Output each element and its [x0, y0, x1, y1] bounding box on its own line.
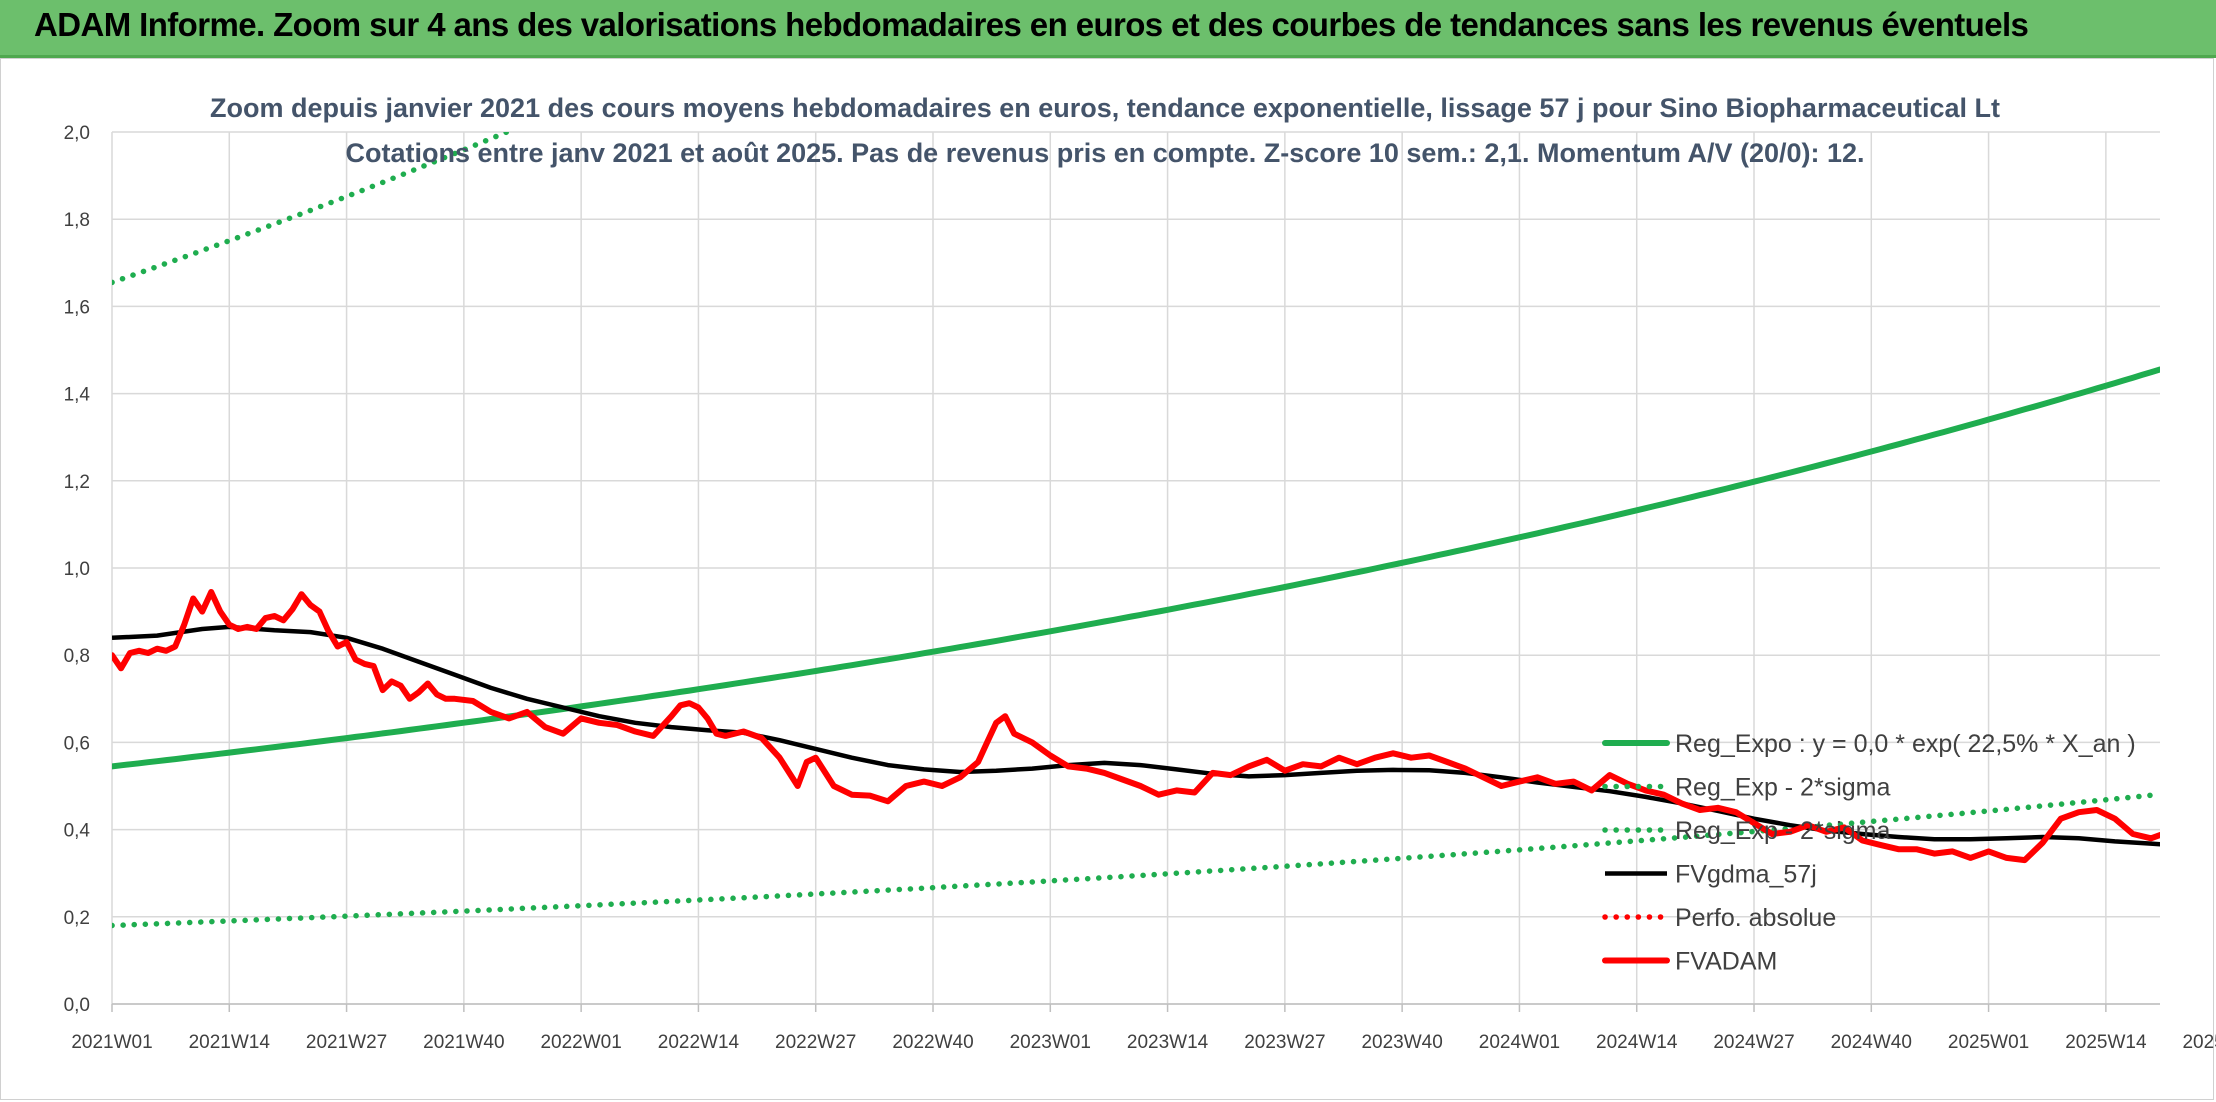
x-tick-label: 2024W27 — [1713, 1032, 1794, 1053]
x-tick-label: 2023W40 — [1361, 1032, 1442, 1053]
banner-title: ADAM Informe. Zoom sur 4 ans des valoris… — [34, 6, 2029, 43]
y-tick-label: 1,6 — [64, 297, 90, 318]
x-tick-label: 2024W14 — [1596, 1032, 1678, 1053]
x-tick-label: 2025W14 — [2065, 1032, 2147, 1053]
x-tick-label: 2023W01 — [1010, 1032, 1091, 1053]
grid — [111, 131, 2160, 1012]
x-tick-label: 2024W01 — [1479, 1032, 1560, 1053]
y-tick-label: 0,6 — [64, 733, 90, 754]
series-layer — [112, 132, 2160, 929]
x-tick-label: 2025W01 — [1948, 1032, 2029, 1053]
x-tick-label: 2021W40 — [423, 1032, 504, 1053]
y-tick-label: 1,8 — [64, 210, 90, 231]
x-tick-label: 2023W14 — [1127, 1032, 1209, 1053]
x-tick-label: 2021W27 — [306, 1032, 387, 1053]
y-tick-label: 1,4 — [64, 385, 91, 406]
y-tick-label: 0,4 — [64, 821, 91, 842]
x-tick-label: 2021W01 — [71, 1032, 152, 1053]
y-tick-label: 2,0 — [64, 123, 90, 144]
y-tick-label: 0,2 — [64, 908, 90, 929]
trend-line — [112, 366, 2160, 770]
smoothed-line — [112, 624, 2160, 847]
x-tick-label: 2021W14 — [189, 1032, 271, 1053]
trend-upper-band — [112, 132, 514, 286]
x-tick-label: 2022W27 — [775, 1032, 856, 1053]
legend-label: Reg_Exp - 2*sigma — [1675, 774, 1890, 802]
x-tick-label: 2022W14 — [658, 1032, 740, 1053]
x-tick-label: 2024W40 — [1831, 1032, 1912, 1053]
y-tick-label: 0,0 — [64, 995, 90, 1016]
trend-lower-band — [112, 791, 2160, 929]
legend-label: Perfo. absolue — [1675, 904, 1836, 932]
price-line — [112, 589, 2160, 864]
y-tick-label: 1,0 — [64, 559, 90, 580]
x-tick-label: 2022W01 — [540, 1032, 621, 1053]
y-tick-label: 0,8 — [64, 646, 90, 667]
legend: Reg_Expo : y = 0,0 * exp( 22,5% * X_an )… — [1602, 730, 2136, 976]
x-tick-label: 2023W27 — [1244, 1032, 1325, 1053]
chart-frame — [0, 58, 2214, 1100]
y-tick-label: 1,2 — [64, 472, 90, 493]
x-axis: 2021W01 2021W14 2021W27 2021W40 2022W01 2022W… — [71, 1032, 2216, 1053]
legend-label: FVgdma_57j — [1675, 861, 1817, 889]
legend-label: FVADAM — [1675, 948, 1777, 976]
legend-label: Reg_Expo : y = 0,0 * exp( 22,5% * X_an ) — [1675, 730, 2136, 758]
y-axis: 0,0 0,2 0,4 0,6 0,8 1,0 1,2 1,4 1,6 1,8 2,0 — [64, 123, 91, 1016]
x-tick-label: 2025W27 — [2182, 1032, 2216, 1053]
x-tick-label: 2022W40 — [892, 1032, 973, 1053]
chart-subtitle-line2: Cotations entre janv 2021 et août 2025. … — [345, 138, 1864, 168]
legend-label: Reg_Exp - 2*sigma — [1675, 817, 1890, 845]
title-banner: ADAM Informe. Zoom sur 4 ans des valoris… — [0, 0, 2216, 58]
chart-subtitle-line1: Zoom depuis janvier 2021 des cours moyen… — [210, 93, 2000, 123]
